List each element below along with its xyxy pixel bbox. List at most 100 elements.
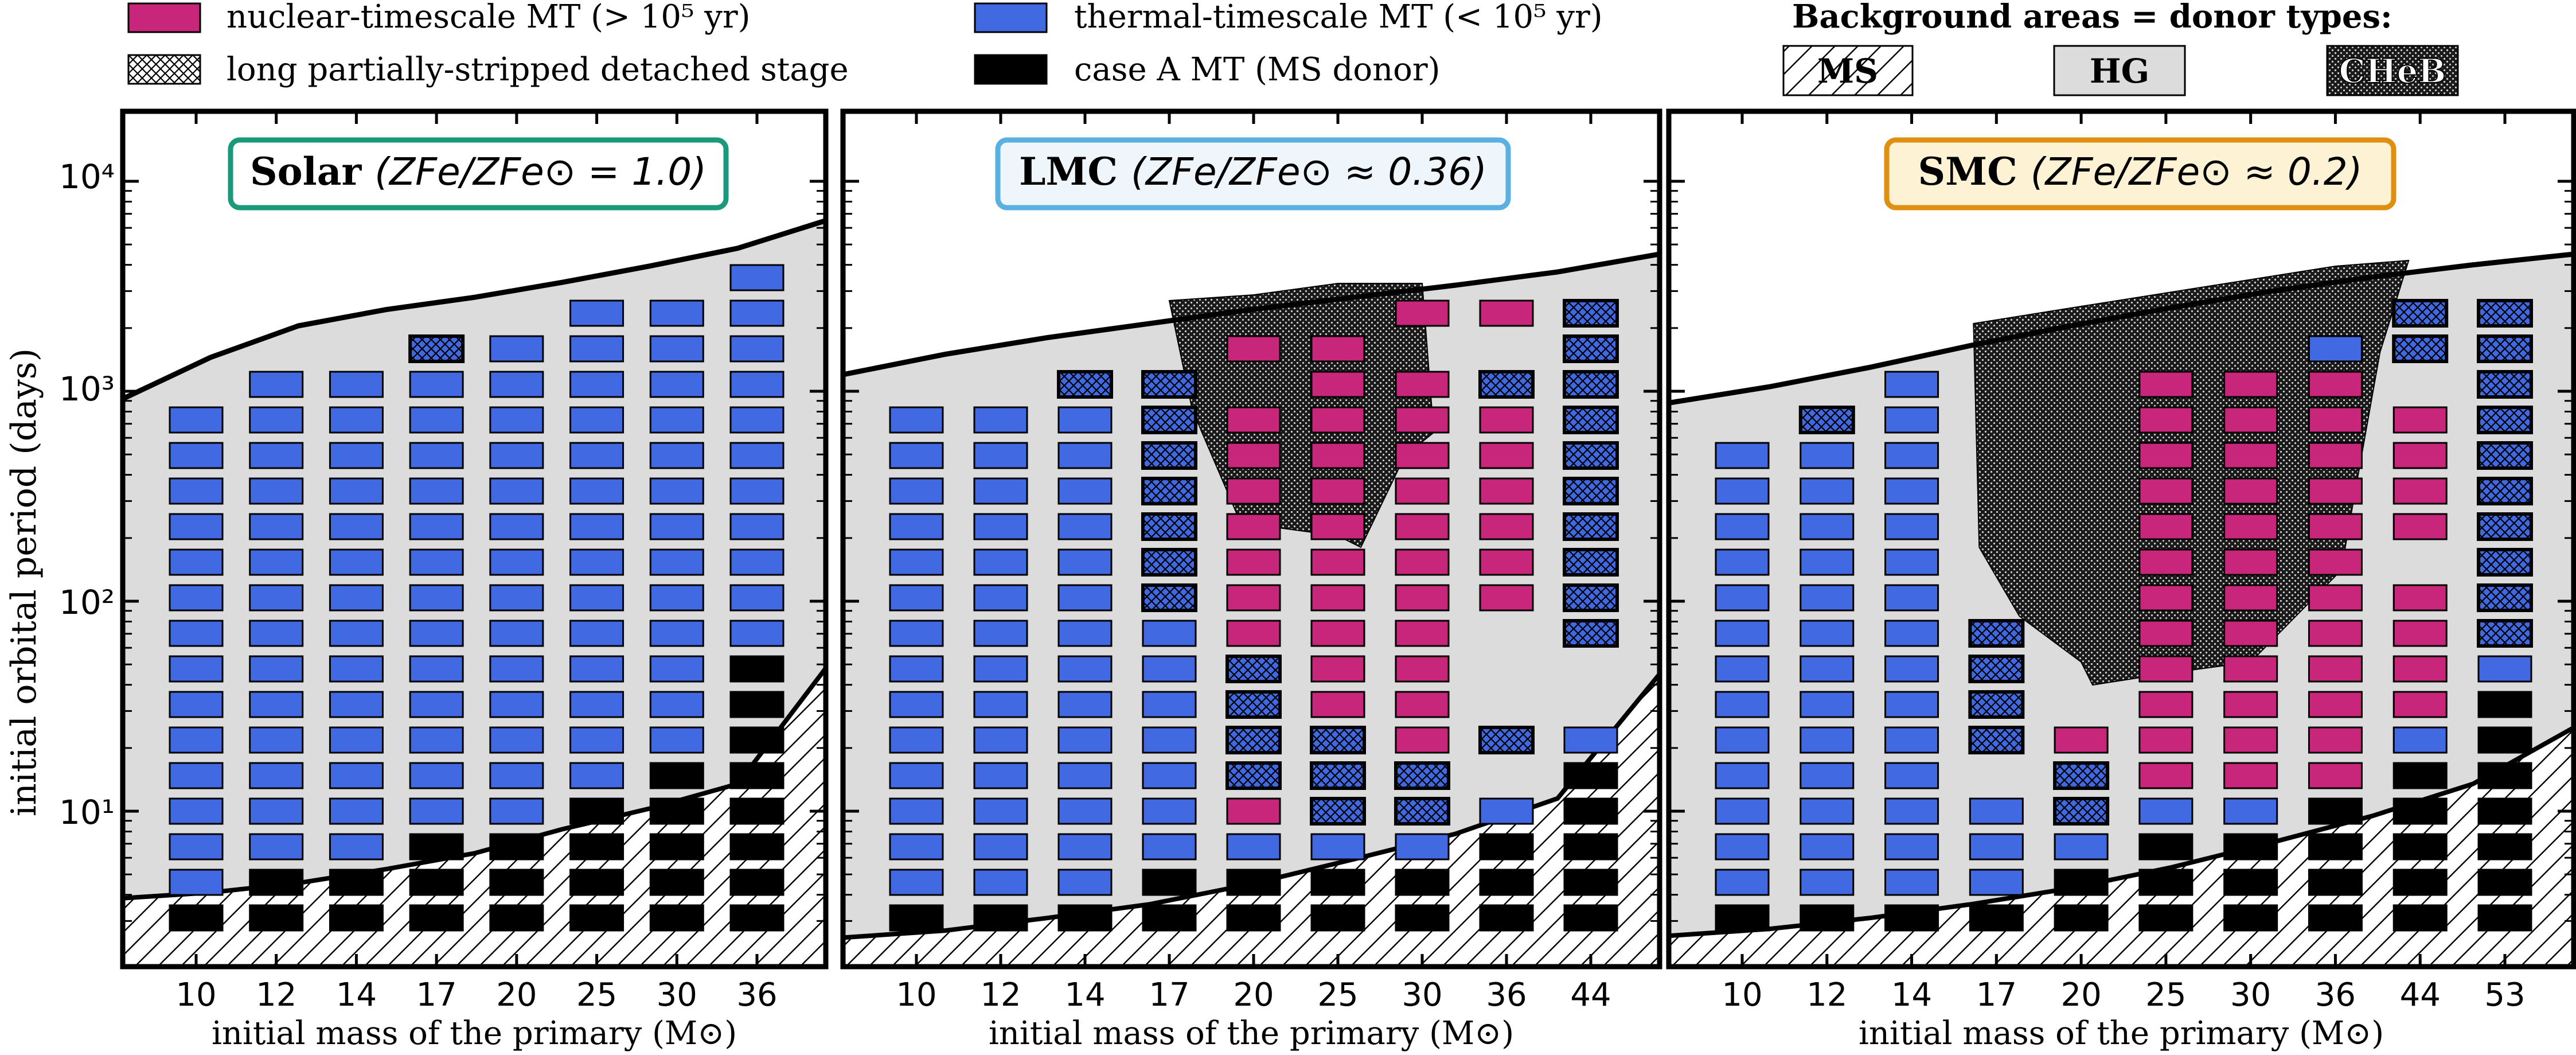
marker-hatch — [1563, 512, 1619, 541]
marker-hatch — [1310, 726, 1366, 754]
marker-blue — [1057, 797, 1113, 825]
x-axis-label: initial mass of the primary (M⊙) — [212, 1015, 737, 1052]
marker-blue — [889, 797, 944, 825]
marker-black — [1226, 869, 1281, 896]
marker-blue — [409, 797, 464, 825]
marker-blue — [409, 726, 464, 754]
legend-bg-ms — [1782, 45, 1914, 96]
marker-hatch — [1478, 370, 1535, 399]
marker-blue — [489, 335, 544, 363]
marker-blue — [889, 406, 944, 434]
marker-pink — [1395, 548, 1450, 576]
marker-pink — [1310, 620, 1365, 647]
marker-blue — [1715, 797, 1770, 825]
marker-black — [2054, 904, 2109, 932]
marker-black — [973, 904, 1028, 932]
x-tick-label: 36 — [1486, 976, 1527, 1014]
marker-blue — [1715, 620, 1770, 647]
marker-blue — [1057, 762, 1113, 789]
marker-blue — [973, 691, 1028, 718]
marker-pink — [2392, 620, 2448, 647]
marker-blue — [1884, 442, 1939, 469]
marker-black — [1057, 904, 1113, 932]
marker-blue — [973, 584, 1028, 612]
x-tick-label: 25 — [576, 976, 617, 1014]
marker-pink — [2392, 406, 2448, 434]
marker-blue — [569, 548, 625, 576]
marker-blue — [329, 584, 384, 612]
marker-blue — [1057, 584, 1113, 612]
marker-blue — [1800, 797, 1855, 825]
marker-blue — [649, 548, 704, 576]
marker-hatch — [1057, 370, 1113, 399]
marker-pink — [2308, 726, 2363, 754]
marker-blue — [889, 762, 944, 789]
legend-bg-cheb-label: CHeB — [2339, 52, 2446, 91]
upper-boundary-line — [1669, 251, 2574, 406]
marker-hatch — [2477, 619, 2533, 648]
marker-blue — [1057, 406, 1113, 434]
marker-blue — [1715, 548, 1770, 576]
marker-blue — [569, 513, 625, 540]
marker-blue — [1800, 513, 1855, 540]
marker-blue — [1142, 797, 1197, 825]
marker-hatch — [1225, 726, 1282, 754]
marker-black — [2392, 762, 2448, 789]
marker-pink — [1310, 477, 1365, 505]
x-axis-label: initial mass of the primary (M⊙) — [1859, 1015, 2384, 1052]
marker-pink — [2223, 620, 2278, 647]
marker-blue — [409, 762, 464, 789]
legend-label-caseA: case A MT (MS donor) — [1074, 51, 1440, 88]
marker-black — [1310, 869, 1365, 896]
marker-blue — [169, 691, 224, 718]
marker-black — [649, 762, 704, 789]
marker-hatch — [1141, 441, 1197, 470]
marker-blue — [569, 655, 625, 683]
marker-blue — [409, 655, 464, 683]
marker-pink — [1226, 406, 1281, 434]
marker-blue — [169, 548, 224, 576]
x-tick-label: 36 — [736, 976, 777, 1014]
marker-blue — [169, 762, 224, 789]
y-tick-label: 10⁴ — [59, 157, 115, 196]
marker-blue — [649, 620, 704, 647]
marker-blue — [569, 406, 625, 434]
x-tick-label: 20 — [1233, 976, 1274, 1014]
marker-blue — [1884, 620, 1939, 647]
marker-pink — [1479, 548, 1534, 576]
marker-blue — [569, 762, 625, 789]
marker-hatch — [1798, 406, 1855, 434]
legend-bg-ms-label: MS — [1817, 52, 1878, 91]
marker-hatch — [1225, 690, 1282, 719]
marker-hatch — [1141, 477, 1197, 505]
marker-black — [2392, 869, 2448, 896]
legend-bg-hg — [2053, 45, 2186, 96]
marker-hatch — [1310, 761, 1366, 790]
marker-blue — [569, 691, 625, 718]
marker-blue — [1142, 655, 1197, 683]
panel-title: Solar (ZFe/ZFe⊙ = 1.0) — [250, 149, 707, 194]
marker-black — [729, 762, 784, 789]
marker-pink — [1310, 584, 1365, 612]
marker-black — [2223, 833, 2278, 861]
x-tick-label: 17 — [1149, 976, 1189, 1014]
marker-blue — [409, 691, 464, 718]
marker-blue — [1142, 620, 1197, 647]
x-tick-label: 30 — [2230, 976, 2271, 1014]
ms-boundary-line — [123, 667, 826, 901]
marker-blue — [729, 584, 784, 612]
marker-blue — [1884, 726, 1939, 754]
marker-black — [1563, 797, 1618, 825]
marker-blue — [1884, 477, 1939, 505]
marker-blue — [249, 477, 304, 505]
marker-pink — [2223, 691, 2278, 718]
marker-blue — [1715, 691, 1770, 718]
marker-pink — [1395, 513, 1450, 540]
marker-black — [569, 833, 625, 861]
marker-blue — [249, 584, 304, 612]
legend-bg-cheb — [2326, 45, 2459, 96]
marker-black — [2392, 797, 2448, 825]
marker-blue — [889, 691, 944, 718]
x-tick-label: 14 — [336, 976, 377, 1014]
marker-blue — [249, 691, 304, 718]
